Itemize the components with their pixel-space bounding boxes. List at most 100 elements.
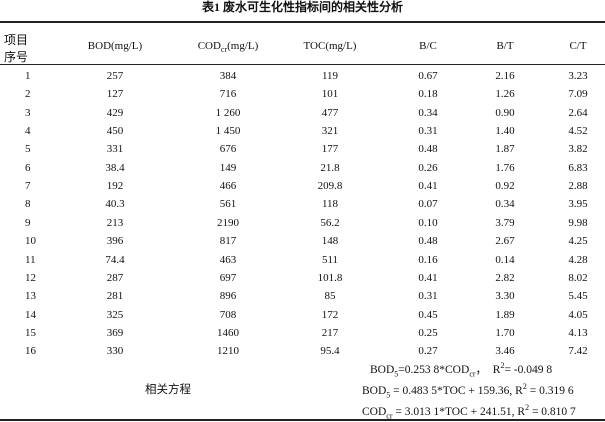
table-cell: 2.88: [568, 180, 588, 193]
text-segment: B/C: [419, 40, 437, 52]
table-cell: 0.07: [418, 198, 438, 211]
column-header: 项目 序号: [4, 32, 28, 66]
table-cell: 209.8: [317, 180, 343, 193]
table-cell: 3: [25, 106, 31, 119]
title: 表1 废水可生化性指标间的相关性分析: [201, 0, 403, 14]
table-cell: 172: [321, 308, 339, 321]
table-cell: 511: [321, 253, 339, 266]
header-rule: [0, 64, 605, 65]
table-cell: 8: [25, 198, 31, 211]
table-cell: 3.82: [568, 143, 588, 156]
table-cell: 127: [106, 88, 124, 101]
table-cell: 213: [106, 216, 124, 229]
table-cell: 429: [106, 106, 124, 119]
table-cell: 8.02: [568, 271, 588, 284]
table-cell: 0.48: [418, 235, 438, 248]
column-header: BOD(mg/L): [55, 40, 175, 53]
table-cell: 0.31: [418, 290, 438, 303]
table-cell: 56.2: [320, 216, 340, 229]
text-segment: TOC(mg/L): [303, 40, 357, 52]
table-cell: 896: [219, 290, 237, 303]
table-cell: 2: [25, 88, 31, 101]
top-rule: [0, 21, 605, 23]
text-segment: 2: [500, 361, 505, 371]
table-cell: 95.4: [320, 345, 340, 358]
table-cell: 2190: [217, 216, 239, 229]
text-segment: cr: [220, 45, 228, 55]
table-cell: 697: [219, 271, 237, 284]
text-segment: 项目: [4, 33, 29, 47]
table-cell: 325: [106, 308, 124, 321]
text-segment: B/T: [496, 40, 514, 52]
table-cell: 477: [321, 106, 339, 119]
table-cell: 1: [25, 70, 31, 82]
table-cell: 7.09: [568, 88, 588, 101]
table-cell: 676: [219, 143, 237, 156]
equations-label: 相关方程: [145, 384, 191, 396]
table-cell: 0.27: [418, 345, 438, 358]
table-cell: 74.4: [105, 253, 125, 266]
table-cell: 0.45: [418, 308, 438, 321]
table-cell: 281: [106, 290, 124, 303]
table-cell: 9.98: [568, 216, 588, 229]
table-cell: 330: [106, 345, 124, 358]
table-cell: 0.41: [418, 180, 438, 193]
table-cell: 0.18: [418, 88, 438, 101]
table-cell: 817: [219, 235, 237, 248]
table-cell: 13: [25, 290, 36, 303]
text-segment: 5: [394, 369, 399, 379]
table-cell: 16: [25, 345, 36, 358]
text-segment: = 3.013 1*TOC + 241.51, R: [392, 406, 526, 418]
table-cell: 466: [219, 180, 237, 193]
column-header: B/C: [368, 40, 488, 53]
table-cell: 1.40: [495, 125, 515, 138]
table-cell: 4.28: [568, 253, 588, 266]
table-cell: 85: [324, 290, 336, 303]
table-cell: 0.41: [418, 271, 438, 284]
text-segment: =0.253 8*COD: [398, 364, 470, 376]
table-cell: 1210: [217, 345, 239, 358]
text-segment: BOD(mg/L): [87, 40, 143, 52]
table-cell: 119: [321, 70, 339, 82]
table-cell: 9: [25, 216, 31, 229]
table-cell: 0.10: [418, 216, 438, 229]
table-cell: 396: [106, 235, 124, 248]
table-cell: 0.34: [495, 198, 515, 211]
table-cell: 463: [219, 253, 237, 266]
table-cell: 5.45: [568, 290, 588, 303]
table-cell: 0.16: [418, 253, 438, 266]
table-cell: 3.23: [568, 70, 588, 82]
column-header: B/T: [445, 40, 565, 53]
table-cell: 1460: [217, 326, 239, 339]
text-segment: 5: [386, 390, 391, 400]
table-cell: 5: [25, 143, 31, 156]
text-segment: COD: [197, 40, 221, 52]
text-segment: = 0.810 7: [529, 406, 576, 418]
table-cell: 2.64: [568, 106, 588, 119]
table-cell: 177: [321, 143, 339, 156]
table-cell: 1.26: [495, 88, 515, 101]
table-cell: 4.05: [568, 308, 588, 321]
column-header: C/T: [518, 40, 605, 53]
table-cell: 3.79: [495, 216, 515, 229]
text-segment: (mg/L): [227, 40, 259, 52]
table-cell: 192: [106, 180, 124, 193]
table-cell: 1.89: [495, 308, 515, 321]
equation: BOD5 = 0.483 5*TOC + 159.36, R2 = 0.319 …: [362, 382, 574, 400]
table-cell: 369: [106, 326, 124, 339]
table-cell: 1 450: [215, 125, 241, 138]
table-cell: 2.82: [495, 271, 515, 284]
table-cell: 12: [25, 271, 36, 284]
table-cell: 321: [321, 125, 339, 138]
table-cell: 6: [25, 161, 31, 174]
text-segment: 2: [522, 382, 527, 392]
table-cell: 1.87: [495, 143, 515, 156]
text-segment: cr: [386, 411, 393, 421]
text-segment: BOD: [370, 364, 395, 376]
equation: BOD5=0.253 8*CODcr， R2= -0.049 8: [370, 361, 552, 379]
table-cell: 4.13: [568, 326, 588, 339]
table-cell: 14: [25, 308, 36, 321]
table-cell: 1.70: [495, 326, 515, 339]
table-cell: 1.76: [495, 161, 515, 174]
